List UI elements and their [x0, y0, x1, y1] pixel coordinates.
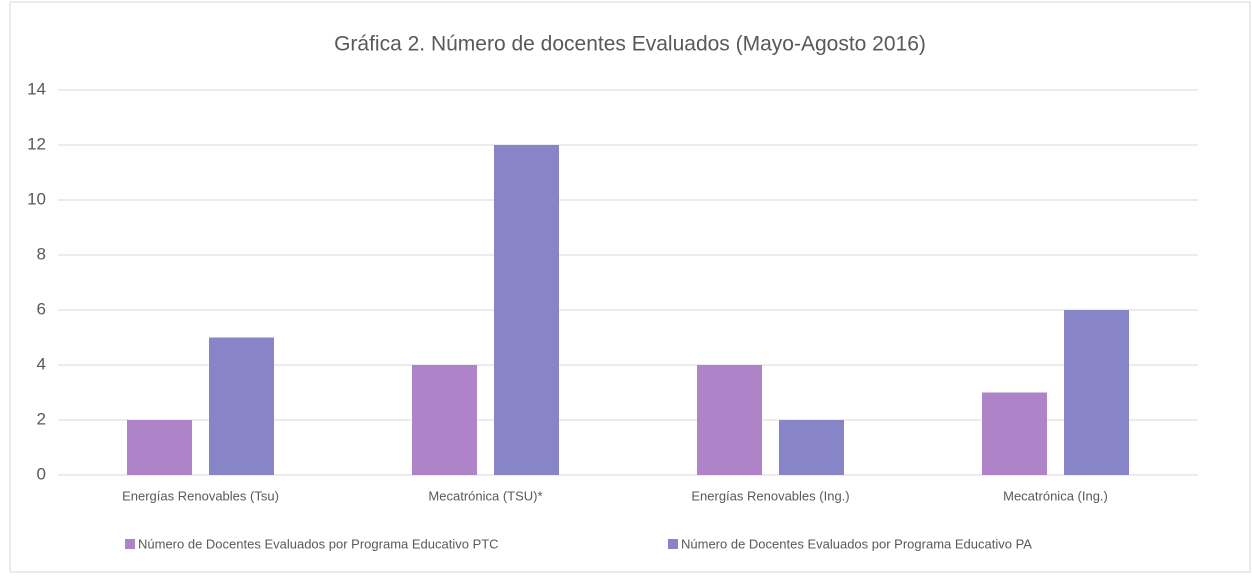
bar [697, 365, 762, 475]
y-tick-label: 12 [27, 134, 46, 153]
bar [494, 145, 559, 475]
x-tick-label: Energías Renovables (Ing.) [691, 488, 849, 503]
y-tick-label: 2 [37, 409, 46, 428]
y-tick-label: 8 [37, 244, 46, 263]
x-tick-label: Energías Renovables (Tsu) [122, 488, 279, 503]
chart-title: Gráfica 2. Número de docentes Evaluados … [334, 33, 926, 56]
legend-label: Número de Docentes Evaluados por Program… [681, 536, 1032, 551]
bar [412, 365, 477, 475]
bar [982, 392, 1047, 475]
x-tick-label: Mecatrónica (TSU)* [428, 488, 542, 503]
y-tick-label: 14 [27, 79, 46, 98]
x-tick-label: Mecatrónica (Ing.) [1003, 488, 1108, 503]
y-tick-label: 0 [37, 464, 46, 483]
legend-swatch [125, 539, 135, 549]
bar [1064, 310, 1129, 475]
bar [209, 337, 274, 475]
y-tick-label: 6 [37, 299, 46, 318]
bar [127, 420, 192, 475]
legend-label: Número de Docentes Evaluados por Program… [138, 536, 499, 551]
chart-border [9, 1, 1251, 573]
legend-swatch [668, 539, 678, 549]
bar [779, 420, 844, 475]
y-tick-label: 4 [37, 354, 46, 373]
y-tick-label: 10 [27, 189, 46, 208]
